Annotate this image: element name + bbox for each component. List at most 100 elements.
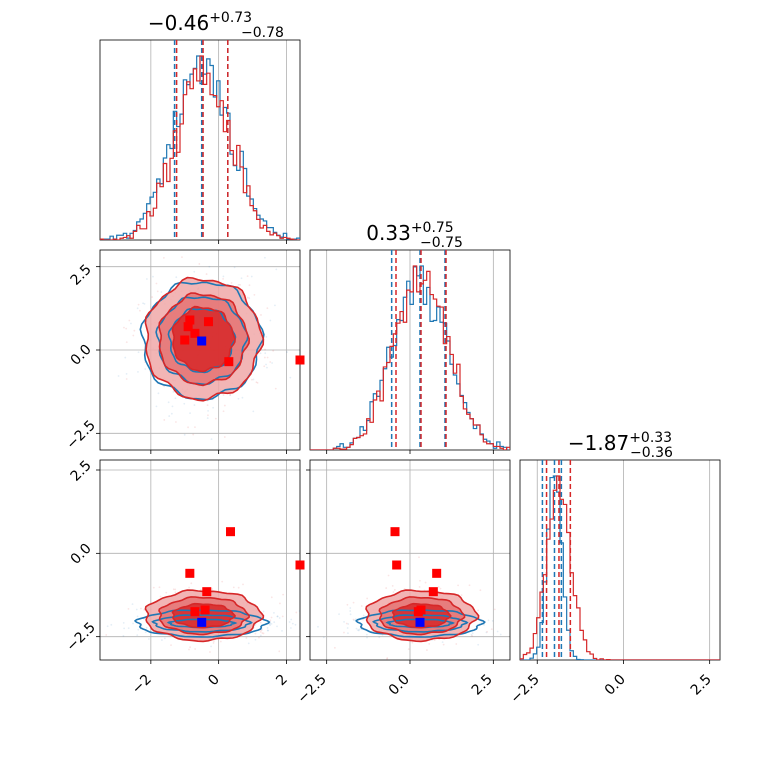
sample-point: [278, 650, 281, 653]
sample-point: [298, 610, 300, 612]
sample-point: [490, 628, 493, 631]
sample-point: [136, 615, 139, 618]
title-1-main: −0.46: [148, 11, 209, 35]
sample-point: [193, 404, 196, 406]
sample-point: [266, 627, 269, 629]
sample-point: [276, 615, 279, 618]
sample-point: [428, 643, 431, 645]
sample-point: [477, 643, 480, 646]
x3-tick-label: −2.5: [507, 672, 542, 707]
red-marker: [224, 357, 234, 367]
sample-point: [386, 657, 389, 659]
red-marker: [185, 568, 195, 578]
sample-point: [131, 603, 134, 606]
sample-point: [165, 591, 168, 594]
sample-point: [246, 275, 249, 278]
blue-marker: [197, 617, 207, 627]
sample-point: [105, 634, 108, 636]
sample-point: [229, 393, 232, 396]
title-3: −1.87+0.33: [568, 430, 672, 455]
sample-point: [264, 256, 266, 259]
sample-point: [418, 556, 420, 559]
sample-point: [247, 642, 250, 645]
sample-point: [266, 629, 269, 632]
sample-point: [455, 643, 458, 645]
sample-point: [210, 645, 212, 648]
sample-point: [426, 649, 428, 651]
sample-point: [240, 277, 243, 280]
sample-point: [274, 387, 277, 390]
sample-point: [171, 405, 174, 408]
axes-frame: [99, 39, 301, 241]
red-marker: [185, 315, 195, 325]
axes-frame: [99, 459, 301, 661]
sample-point: [208, 265, 211, 268]
sample-point: [275, 268, 278, 271]
sample-point: [385, 587, 388, 589]
sample-point: [183, 402, 186, 405]
sample-point: [159, 595, 162, 598]
sample-point: [233, 266, 236, 269]
sample-point: [128, 319, 131, 322]
sample-point: [424, 581, 427, 584]
sample-point: [205, 273, 208, 275]
sample-point: [386, 658, 388, 660]
y2-tick-label: 2.5: [68, 262, 95, 289]
sample-point: [356, 629, 359, 632]
panel-hist-1: [99, 39, 301, 244]
y3-tick-label: 2.5: [68, 458, 95, 485]
sample-point: [264, 352, 267, 355]
sample-point: [294, 623, 297, 626]
red-contour-line: [144, 589, 265, 643]
sample-point: [269, 624, 272, 627]
sample-point: [251, 378, 253, 381]
sample-point: [207, 409, 209, 412]
sample-point: [160, 291, 163, 293]
sample-point: [487, 619, 490, 622]
sample-point: [271, 362, 274, 364]
sample-point: [152, 586, 155, 589]
red-contour-line: [171, 305, 236, 373]
sample-point: [491, 619, 494, 622]
scatter-clip-group: [117, 256, 292, 441]
sample-point: [130, 322, 132, 325]
sample-point: [245, 637, 248, 639]
red-marker: [183, 322, 193, 332]
x1-tick-label: −2: [129, 672, 155, 698]
sample-point: [212, 406, 215, 409]
x2-tick-label: 2.5: [469, 672, 496, 699]
red-marker: [295, 560, 305, 570]
sample-point: [127, 608, 130, 610]
sample-point: [437, 586, 440, 588]
sample-point: [486, 630, 489, 633]
sample-point: [125, 341, 128, 344]
blue-contour-line: [354, 609, 486, 638]
sample-point: [194, 426, 196, 429]
sample-point: [222, 277, 224, 280]
sample-point: [358, 628, 361, 631]
red-marker: [203, 317, 213, 327]
y2-tick-label: −2.5: [63, 417, 98, 452]
sample-point: [155, 405, 158, 408]
sample-point: [189, 646, 191, 649]
sample-point: [223, 436, 226, 438]
sample-point: [262, 632, 265, 635]
sample-point: [232, 586, 235, 589]
sample-point: [493, 608, 496, 611]
panel-scatter-3-1: [96, 459, 305, 664]
sample-point: [168, 415, 171, 417]
sample-point: [200, 588, 202, 591]
sample-point: [266, 366, 268, 369]
sample-point: [378, 636, 381, 639]
sample-point: [145, 626, 148, 629]
sample-point: [222, 394, 225, 396]
sample-point: [190, 582, 193, 585]
red-contour-line: [365, 589, 480, 643]
title-1-sup: +0.73: [209, 10, 252, 26]
sample-point: [418, 586, 421, 588]
sample-point: [273, 621, 276, 624]
sample-point: [122, 622, 125, 624]
hist-step-line: [520, 475, 720, 660]
sample-point: [346, 603, 349, 606]
sample-point: [366, 597, 369, 600]
